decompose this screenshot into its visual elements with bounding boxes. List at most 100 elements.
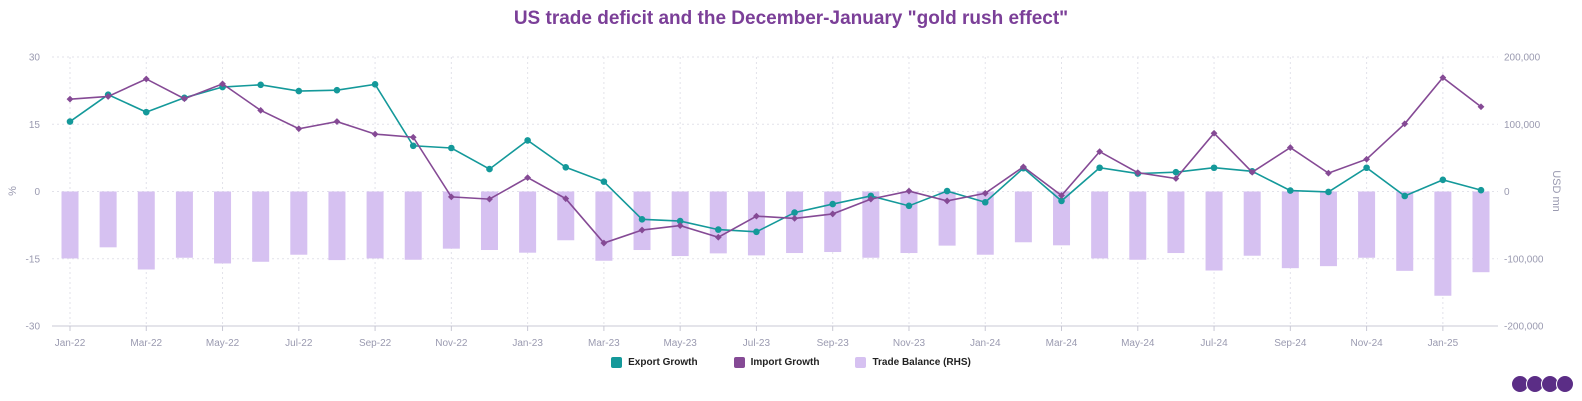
import-growth-point [181,95,188,103]
trade-balance-bar [824,191,842,253]
export-growth-point [1363,164,1370,172]
import-growth-point [447,193,455,201]
x-tick-label: Jul-22 [285,338,313,349]
import-growth-point [1286,144,1294,151]
trade-balance-bar [214,191,232,264]
import-growth-point [1325,169,1332,177]
trade-balance-bar [786,191,804,254]
trade-balance-bar [1243,191,1261,256]
import-growth-point [295,125,303,133]
export-growth-line [69,83,1482,233]
export-growth-point [66,118,74,125]
import-growth-line [69,76,1482,244]
export-growth-point [486,165,493,173]
import-growth-point [1096,148,1104,155]
legend-item-export[interactable]: Export Growth [611,357,698,368]
x-tick-label: May-23 [663,338,697,349]
legend-label-trade-balance: Trade Balance (RHS) [872,357,971,368]
export-growth-point [1401,192,1409,200]
import-growth-point [219,80,226,88]
trade-balance-bar [938,191,956,246]
export-growth-point [562,163,570,171]
y-axis-right: 200,000 100,000 0 -100,000 -200,000 [1504,53,1544,333]
export-growth-point [1287,187,1294,194]
trade-balance-bar [442,191,460,249]
y-tick-left: -30 [26,322,41,333]
import-growth-point [371,130,379,138]
export-growth-point [257,81,264,89]
y-tick-left: 0 [34,187,40,198]
trade-balance-bars [61,191,1490,296]
export-growth-point [1439,176,1447,184]
y-tick-right: 100,000 [1504,120,1541,131]
import-growth-point [486,195,493,203]
legend: Export Growth Import Growth Trade Balanc… [0,357,1582,368]
x-tick-label: Jan-25 [1428,338,1459,349]
import-growth-point [714,233,722,241]
x-tick-label: Mar-24 [1046,338,1078,349]
export-growth-point [333,86,341,94]
x-tick-label: May-22 [206,338,240,349]
export-growth-point [1172,168,1180,176]
y-axis-left: 30 15 0 -15 -30 [26,53,41,333]
chart-title: US trade deficit and the December-Januar… [513,8,1069,29]
import-growth-point [638,226,646,234]
import-growth-point [1210,129,1218,137]
export-growth-point [981,198,989,206]
import-growth-point [905,187,913,195]
export-growth-point [600,178,608,185]
trade-balance-bar [366,191,384,259]
import-growth-point [1019,163,1027,171]
legend-item-import[interactable]: Import Growth [733,357,819,368]
x-tick-label: Nov-22 [435,338,468,349]
trade-balance-bar [747,191,765,256]
trade-balance-bar [1358,191,1376,258]
legend-label-export: Export Growth [628,357,698,368]
y-tick-left: 15 [29,120,41,131]
trade-balance-bar [175,191,193,258]
y-tick-left: 30 [29,53,41,64]
x-tick-label: Nov-23 [893,338,926,349]
import-growth-point [1248,168,1256,176]
import-growth-point [333,118,341,125]
trade-balance-bar [252,191,270,262]
y-tick-right: -200,000 [1504,322,1544,333]
trade-balance-bar [976,191,994,255]
export-growth-point [295,87,303,95]
import-growth-point [562,195,570,203]
trade-balance-bar [1205,191,1223,271]
legend-item-trade-balance[interactable]: Trade Balance (RHS) [855,357,971,368]
export-growth-point [1477,186,1485,194]
export-growth-point [448,144,455,152]
export-growth-point [714,226,722,233]
import-growth-point [1439,74,1447,82]
trade-balance-bar [1434,191,1452,296]
import-growth-point [943,197,951,205]
trade-balance-bar [862,191,880,258]
import-growth-point [1172,175,1180,182]
x-tick-label: Sep-22 [359,338,392,349]
trade-balance-bar [1167,191,1185,254]
import-growth-point [409,133,417,141]
export-growth-point [676,217,684,225]
import-growth-point [104,93,112,100]
x-tick-label: Jan-22 [55,338,86,349]
x-tick-label: Jan-23 [512,338,543,349]
logo-dot [1556,375,1574,393]
import-growth-point [1134,169,1142,177]
legend-swatch-import [733,357,745,368]
import-growth-point [1058,192,1065,199]
export-growth-point [638,215,646,223]
import-growth-point [676,222,684,229]
export-growth-point [753,228,760,236]
x-tick-label: Mar-22 [130,338,162,349]
import-growth-point [753,212,760,220]
import-growth-point [981,189,989,197]
import-growth-point [829,210,837,218]
y-tick-left: -15 [26,254,41,265]
legend-swatch-trade-balance [855,357,867,368]
trade-balance-bar [328,191,346,261]
export-growth-point [524,137,531,144]
export-growth-point [905,202,913,210]
x-tick-label: Jan-24 [970,338,1001,349]
